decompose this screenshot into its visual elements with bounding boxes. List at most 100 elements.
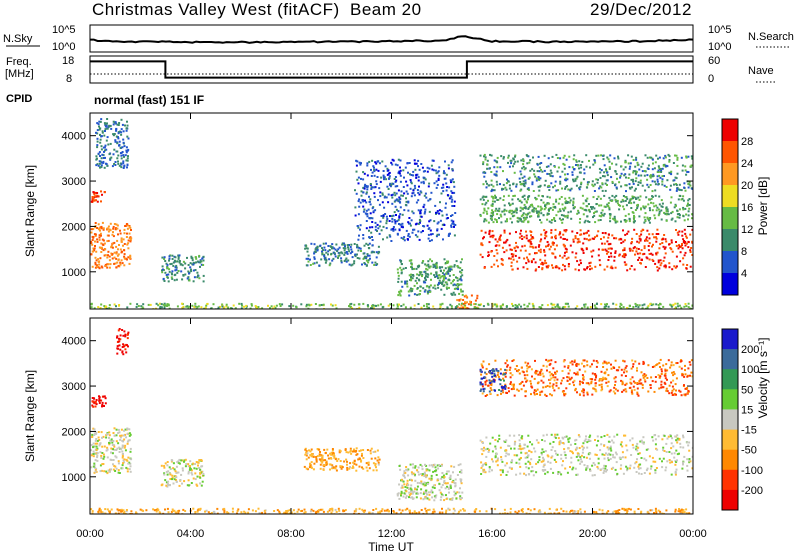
power-cell [451, 161, 453, 163]
power-cell [458, 293, 460, 295]
power-cell [364, 200, 366, 202]
power-cell [119, 230, 121, 232]
velocity-cell [497, 440, 499, 442]
power-cell [243, 306, 245, 308]
power-cell [536, 177, 538, 179]
velocity-cell [122, 453, 124, 455]
velocity-cell [325, 452, 327, 454]
power-cell [630, 162, 632, 164]
power-cell [492, 236, 494, 238]
power-cell [617, 156, 619, 158]
velocity-cell [509, 467, 511, 469]
power-cell [620, 242, 622, 244]
power-cell [615, 164, 617, 166]
power-cell [95, 251, 97, 253]
velocity-cell [429, 469, 431, 471]
velocity-cell [440, 499, 442, 501]
power-cell [625, 254, 627, 256]
power-cell [540, 162, 542, 164]
velocity-cell [541, 448, 543, 450]
power-cell [538, 211, 540, 213]
power-cell [592, 164, 594, 166]
power-cell [124, 253, 126, 255]
velocity-cell [450, 475, 452, 477]
power-cell [203, 280, 205, 282]
power-cell [657, 181, 659, 183]
power-cell [680, 251, 682, 253]
power-cell [116, 151, 118, 153]
power-cell [103, 147, 105, 149]
velocity-cell [167, 483, 169, 485]
velocity-cell [422, 473, 424, 475]
power-cell [359, 258, 361, 260]
power-cell [313, 253, 315, 255]
power-cell [532, 206, 534, 208]
power-cell [451, 192, 453, 194]
velocity-cell [371, 458, 373, 460]
power-cell [456, 260, 458, 262]
power-cell [188, 273, 190, 275]
freq-tick-bottom: 8 [66, 73, 72, 85]
power-cell [570, 199, 572, 201]
power-cell [401, 190, 403, 192]
power-cell [412, 232, 414, 234]
velocity-cell [560, 508, 562, 510]
velocity-cell [437, 468, 439, 470]
power-cell [341, 252, 343, 254]
velocity-cell [110, 448, 112, 450]
velocity-cell [325, 464, 327, 466]
power-cell [679, 184, 681, 186]
power-cell [398, 223, 400, 225]
power-cell [599, 259, 601, 261]
power-cell [492, 205, 494, 207]
power-cell [110, 128, 112, 130]
velocity-cell [255, 510, 257, 512]
velocity-cell [457, 474, 459, 476]
power-cell [401, 286, 403, 288]
power-cell [414, 169, 416, 171]
power-cell [443, 170, 445, 172]
power-cell [652, 163, 654, 165]
power-cell [682, 238, 684, 240]
velocity-cell [323, 469, 325, 471]
power-cell [376, 263, 378, 265]
power-cell [599, 215, 601, 217]
velocity-cell [289, 509, 291, 511]
power-cell [105, 145, 107, 147]
power-cell [524, 217, 526, 219]
velocity-cell [202, 481, 204, 483]
power-cell [450, 266, 452, 268]
velocity-cell [110, 468, 112, 470]
power-cell [586, 166, 588, 168]
velocity-cell [122, 335, 124, 337]
velocity-cell [418, 474, 420, 476]
power-cell [395, 164, 397, 166]
power-cell [566, 258, 568, 260]
power-cell [626, 198, 628, 200]
power-cell [485, 181, 487, 183]
power-cell [480, 254, 482, 256]
velocity-cell [189, 460, 191, 462]
power-cell [538, 266, 540, 268]
power-cell [535, 261, 537, 263]
power-cell [622, 199, 624, 201]
power-cell [540, 169, 542, 171]
power-cell [436, 265, 438, 267]
power-cell [454, 234, 456, 236]
power-cell [523, 183, 525, 185]
power-cell [603, 171, 605, 173]
power-cell [367, 261, 369, 263]
power-cell [611, 195, 613, 197]
power-cell [638, 181, 640, 183]
power-cell [117, 161, 119, 163]
power-cell [396, 198, 398, 200]
nsky-label: N.Sky [3, 33, 33, 45]
power-cell [120, 264, 122, 266]
power-cell [408, 295, 410, 297]
velocity-cell [112, 463, 114, 465]
velocity-cell [373, 462, 375, 464]
power-cell [660, 259, 662, 261]
velocity-cell [441, 512, 443, 514]
power-cell [517, 306, 519, 308]
power-cell [522, 177, 524, 179]
